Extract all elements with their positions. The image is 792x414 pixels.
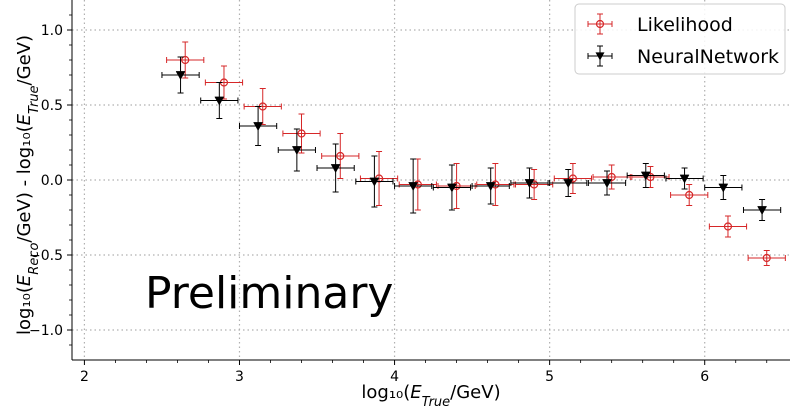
data-point — [708, 215, 748, 238]
legend-box — [574, 3, 786, 75]
y-tick-label: 0.5 — [41, 98, 63, 114]
x-tick-label: 2 — [80, 369, 89, 385]
marker-circle — [685, 190, 694, 200]
y-axis-label: log₁₀(EReco/GeV) - log₁₀(ETrue/GeV) — [14, 35, 42, 335]
legend-entry-neuralnetwork: NeuralNetwork — [587, 45, 779, 68]
data-point — [243, 88, 282, 125]
marker-triangle — [214, 96, 225, 106]
axes-layer: 2 3 4 5 6 −1.0 −0.5 0.0 0.5 1.0 — [29, 0, 790, 385]
data-point — [161, 56, 200, 94]
marker-circle — [723, 222, 733, 231]
data-point — [398, 158, 437, 211]
marker-triangle — [330, 164, 341, 174]
data-point — [626, 163, 665, 188]
x-axis-label: log₁₀(ETrue/GeV) — [361, 382, 500, 410]
x-tick-label: 4 — [390, 369, 399, 385]
data-point — [437, 163, 476, 209]
data-point — [515, 169, 554, 200]
legend-marker-circle — [595, 19, 605, 29]
preliminary-annotation: Preliminary — [145, 268, 393, 319]
marker-triangle — [253, 122, 264, 132]
legend-label: NeuralNetwork — [637, 46, 779, 68]
marker-triangle — [563, 179, 574, 189]
data-point — [587, 170, 627, 196]
series-layer — [161, 41, 786, 266]
marker-circle — [297, 129, 306, 138]
x-tick-label: 5 — [545, 369, 554, 385]
data-point — [432, 164, 472, 211]
data-point — [282, 113, 321, 154]
legend-marker-triangle — [595, 52, 605, 61]
legend-label: Likelihood — [637, 14, 733, 36]
marker-circle — [762, 253, 771, 263]
data-point — [166, 41, 205, 79]
data-point — [553, 163, 593, 194]
data-point — [670, 184, 709, 206]
legend: Likelihood NeuralNetwork — [574, 3, 786, 75]
marker-triangle — [679, 174, 690, 184]
marker-triangle — [447, 183, 457, 193]
marker-triangle — [175, 71, 186, 81]
marker-circle — [607, 172, 616, 182]
data-point — [238, 106, 278, 146]
marker-triangle — [640, 171, 651, 181]
marker-triangle — [718, 183, 729, 193]
data-point — [631, 166, 670, 188]
marker-circle — [568, 174, 577, 183]
x-tick-label: 6 — [700, 369, 709, 385]
marker-triangle — [485, 182, 496, 192]
data-point — [747, 250, 786, 266]
series-neuralnetwork — [161, 56, 782, 221]
data-point — [316, 143, 355, 193]
data-point — [704, 175, 743, 200]
data-point — [510, 167, 549, 199]
x-tick-label: 3 — [235, 369, 244, 385]
data-point — [592, 164, 631, 190]
marker-circle — [336, 151, 345, 161]
y-tick-label: 1.0 — [41, 23, 63, 39]
data-point — [200, 82, 239, 119]
data-point — [394, 158, 433, 214]
data-point — [549, 169, 588, 197]
marker-triangle — [408, 182, 419, 192]
y-tick-label: 0.0 — [41, 173, 63, 189]
data-point — [665, 167, 704, 190]
marker-circle — [181, 55, 190, 65]
legend-entry-likelihood: Likelihood — [587, 13, 733, 36]
data-point — [204, 65, 244, 100]
marker-triangle — [369, 177, 380, 187]
data-point — [476, 163, 515, 206]
y-tick-label: −1.0 — [29, 323, 63, 339]
data-point — [355, 155, 394, 208]
marker-triangle — [291, 146, 302, 156]
marker-triangle — [524, 179, 535, 189]
y-axis-label-text: log₁₀(EReco/GeV) - log₁₀(ETrue/GeV) — [14, 35, 42, 335]
data-point — [359, 151, 399, 206]
marker-triangle — [757, 206, 768, 216]
x-axis-label-text: log₁₀(ETrue/GeV) — [361, 382, 500, 410]
data-point — [277, 128, 316, 172]
y-tick-label: −0.5 — [29, 248, 63, 264]
marker-triangle — [602, 179, 612, 189]
data-point — [742, 199, 782, 221]
data-point — [321, 133, 360, 179]
series-likelihood — [166, 41, 786, 266]
data-point — [471, 167, 510, 205]
